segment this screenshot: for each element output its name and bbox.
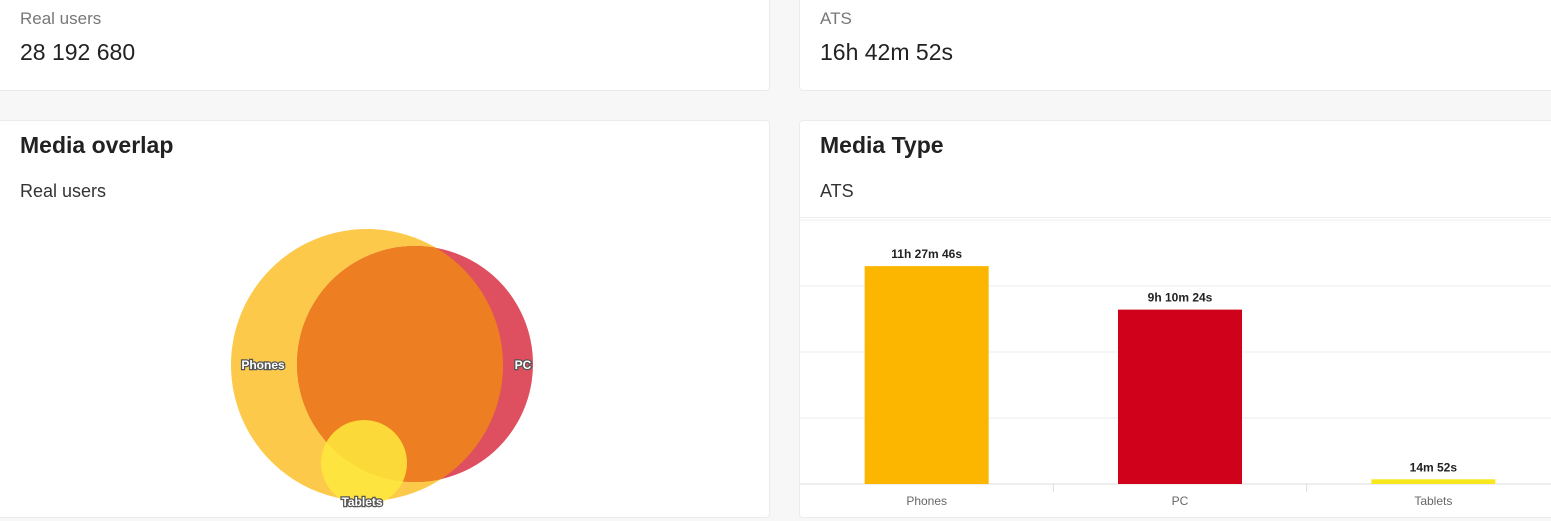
data-label-phones: 11h 27m 46s (891, 247, 962, 261)
kpi-card-ats: ATS 16h 42m 52s (799, 0, 1551, 91)
x-tick-label-phones: Phones (906, 494, 947, 508)
card-subtitle: ATS (820, 181, 854, 201)
media-type-bar-chart: 11h 27m 46s Phones 9h 10m 24s PC 14m 52s Tabl… (800, 219, 1551, 508)
divider (800, 217, 1551, 218)
x-tick-label-tablets: Tablets (1414, 494, 1452, 508)
media-overlap-card: Media overlap Real users Phones PC Table… (0, 120, 770, 518)
bar-tablets[interactable] (1371, 479, 1496, 484)
venn-diagram: Phones PC Tablets (231, 229, 533, 510)
kpi-label: Real users (20, 9, 102, 28)
data-label-pc: 9h 10m 24s (1148, 291, 1213, 305)
venn-set-tablets[interactable] (321, 420, 407, 506)
kpi-label: ATS (820, 9, 852, 28)
x-tick-label-pc: PC (1172, 494, 1189, 508)
bar-phones[interactable] (864, 266, 989, 484)
kpi-card-real-users: Real users 28 192 680 (0, 0, 770, 91)
card-title: Media Type (820, 132, 944, 158)
kpi-value: 28 192 680 (20, 39, 136, 65)
media-type-card: Media Type ATS 11h 27m 46s Phones 9h 10m 2… (799, 120, 1551, 518)
card-title: Media overlap (20, 132, 174, 158)
card-subtitle: Real users (20, 181, 107, 201)
data-label-tablets: 14m 52s (1410, 460, 1458, 474)
venn-label-tablets: Tablets (341, 495, 382, 509)
venn-label-pc: PC (515, 358, 532, 372)
venn-label-phones: Phones (241, 358, 285, 372)
kpi-value: 16h 42m 52s (820, 39, 953, 65)
bar-pc[interactable] (1118, 309, 1242, 484)
